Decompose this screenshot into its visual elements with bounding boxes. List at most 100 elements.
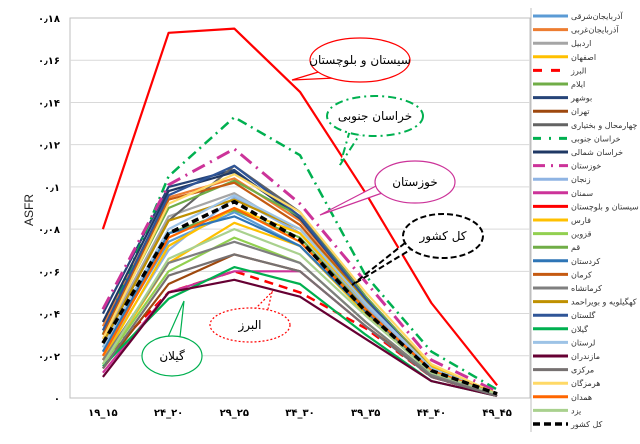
x-tick-label: ۱۹_۱۵ bbox=[88, 408, 117, 419]
callout-pointer bbox=[351, 242, 411, 286]
callout-bubble bbox=[209, 307, 291, 343]
series-line bbox=[101, 194, 498, 395]
callout-label: خوزستان bbox=[392, 175, 438, 190]
y-tick-label: ٠٫٠۶ bbox=[38, 267, 60, 278]
legend-item: ایلام bbox=[533, 80, 585, 89]
legend-label: کرمان bbox=[571, 270, 592, 279]
series-line bbox=[101, 147, 498, 394]
series-line bbox=[102, 278, 498, 397]
legend-label: گیلان bbox=[571, 324, 588, 334]
callout-bubble bbox=[374, 160, 456, 204]
legend-item: کرمانشاه bbox=[533, 284, 602, 293]
callout-label: گیلان bbox=[159, 349, 185, 363]
annotation-callout: البرز bbox=[209, 290, 291, 343]
legend-item: اصفهان bbox=[533, 53, 596, 62]
legend-label: مرکزی bbox=[571, 366, 594, 375]
legend-item: سمنان bbox=[533, 189, 593, 198]
legend-item: اردبیل bbox=[533, 39, 591, 48]
x-tick-label: ۲۹_۲۵ bbox=[220, 408, 249, 419]
series-line bbox=[102, 253, 498, 397]
legend-item: فارس bbox=[533, 216, 591, 225]
y-tick-label: ٠٫١۴ bbox=[38, 98, 60, 109]
callout-label: کل کشور bbox=[418, 229, 466, 244]
legend-item: مرکزی bbox=[533, 366, 594, 375]
callout-pointer bbox=[339, 129, 361, 166]
series-line bbox=[101, 173, 498, 395]
legend-label: کرمانشاه bbox=[571, 284, 602, 293]
legend-item: هرمزگان bbox=[533, 378, 600, 388]
callout-bubble bbox=[402, 213, 484, 259]
legend-item: خوزستان bbox=[533, 162, 601, 171]
legend-label: تهران bbox=[571, 107, 589, 116]
legend-label: ایلام bbox=[571, 80, 585, 89]
legend-label: سمنان bbox=[571, 189, 593, 198]
annotation-callout: گیلان bbox=[141, 300, 203, 377]
y-tick-label: ٠ bbox=[54, 394, 60, 405]
legend-item: خراسان شمالی bbox=[533, 148, 623, 157]
legend-label: اردبیل bbox=[571, 39, 591, 48]
legend-item: گلستان bbox=[533, 310, 596, 320]
annotation-callout: کل کشور bbox=[351, 213, 484, 286]
legend-item: گیلان bbox=[533, 324, 588, 334]
y-axis-title: ASFR bbox=[22, 194, 36, 226]
annotation-callout: خراسان جنوبی bbox=[326, 95, 424, 166]
callout-pointer bbox=[167, 300, 185, 338]
callout-label: البرز bbox=[237, 318, 261, 333]
legend-label: کردستان bbox=[571, 257, 600, 266]
legend: آذربایجان‌شرقی آذربایجان‌غربی اردبیل اصفهان… bbox=[530, 8, 639, 432]
x-tick-label: ۳۴_۳۰ bbox=[285, 408, 314, 419]
legend-item: مازندران bbox=[533, 352, 600, 361]
legend-label: گلستان bbox=[571, 310, 596, 320]
x-tick-label: ۳۹_۳۵ bbox=[351, 408, 380, 419]
legend-item: لرستان bbox=[533, 338, 595, 347]
legend-item: آذربایجان‌غربی bbox=[533, 25, 619, 35]
legend-label: زنجان bbox=[571, 175, 591, 184]
callout-label: خراسان جنوبی bbox=[338, 109, 412, 124]
legend-label: آذربایجان‌غربی bbox=[571, 25, 619, 35]
legend-label: کل کشور bbox=[570, 420, 603, 429]
series-line bbox=[101, 240, 498, 395]
y-tick-label: ٠٫١۶ bbox=[38, 56, 60, 67]
y-tick-label: ٠٫٠٢ bbox=[38, 352, 60, 363]
legend-item: بوشهر bbox=[533, 94, 592, 103]
plot-area bbox=[69, 17, 531, 399]
legend-item: آذربایجان‌شرقی bbox=[533, 11, 623, 21]
legend-item: سیستان و بلوچستان bbox=[533, 202, 639, 211]
legend-item: تهران bbox=[533, 107, 589, 116]
series-lines bbox=[101, 27, 498, 398]
legend-item: همدان bbox=[533, 393, 592, 402]
y-tick-label: ٠٫١٢ bbox=[38, 141, 60, 152]
legend-item: البرز bbox=[533, 66, 586, 75]
legend-label: همدان bbox=[571, 393, 592, 402]
x-axis-ticks: ۱۹_۱۵ ۲۴_۲۰ ۲۹_۲۵ ۳۴_۳۰ ۳۹_۳۵ ۴۴_۴۰ ۴۹_۴۵ bbox=[88, 408, 512, 419]
annotations: سیستان و بلوچستان خراسان جنوبی خوزستان کل ک… bbox=[141, 37, 484, 377]
legend-label: خراسان جنوبی bbox=[571, 134, 621, 143]
series-line bbox=[101, 206, 498, 395]
annotation-callout: سیستان و بلوچستان bbox=[291, 37, 411, 83]
callout-pointer bbox=[319, 184, 386, 216]
legend-label: قم bbox=[571, 243, 580, 252]
legend-label: آذربایجان‌شرقی bbox=[571, 11, 623, 21]
legend-label: خوزستان bbox=[571, 162, 601, 171]
callout-bubble bbox=[141, 335, 203, 377]
legend-label: خراسان شمالی bbox=[571, 148, 623, 157]
legend-item: زنجان bbox=[533, 175, 591, 184]
legend-label: بوشهر bbox=[570, 94, 592, 103]
legend-label: چهارمحال و بختیاری bbox=[571, 121, 637, 130]
legend-item: کردستان bbox=[533, 257, 600, 266]
x-tick-label: ۲۴_۲۰ bbox=[154, 408, 183, 419]
legend-item: کهگیلویه و بویراحمد bbox=[533, 297, 637, 307]
legend-label: یزد bbox=[571, 406, 581, 415]
series-line bbox=[101, 228, 498, 395]
legend-item: کرمان bbox=[533, 270, 592, 279]
series-line bbox=[101, 115, 498, 391]
callout-label: سیستان و بلوچستان bbox=[309, 53, 411, 68]
legend-item: یزد bbox=[533, 406, 581, 415]
y-tick-label: ٠٫٠۴ bbox=[38, 310, 60, 321]
series-line bbox=[101, 27, 498, 386]
annotation-callout: خوزستان bbox=[319, 160, 456, 216]
callout-pointer bbox=[254, 290, 274, 310]
legend-label: هرمزگان bbox=[571, 378, 600, 388]
x-tick-label: ۴۴_۴۰ bbox=[417, 408, 446, 419]
series-line bbox=[101, 199, 498, 396]
